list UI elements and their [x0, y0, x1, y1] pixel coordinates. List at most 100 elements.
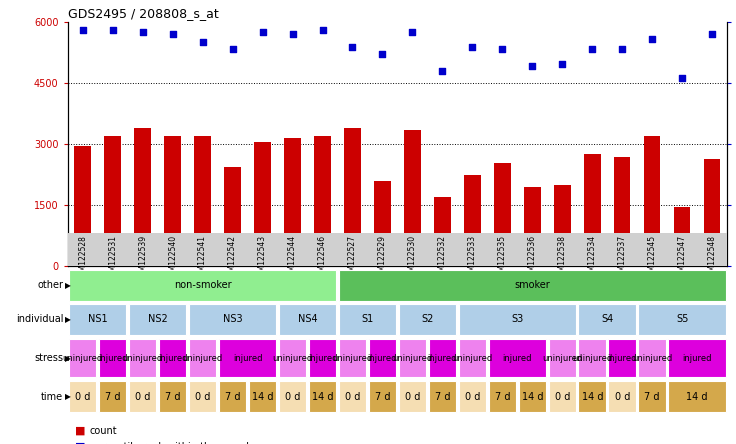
Text: GSM122536: GSM122536 [528, 235, 537, 281]
Text: 0 d: 0 d [75, 392, 91, 402]
Bar [194, 136, 210, 266]
Text: 14 d: 14 d [687, 392, 708, 402]
Bar [255, 142, 271, 266]
Text: individual: individual [15, 314, 63, 325]
Point [286, 31, 298, 38]
Text: 0 d: 0 d [464, 392, 480, 402]
Text: GSM122546: GSM122546 [318, 235, 327, 281]
Text: S1: S1 [361, 314, 374, 325]
Text: uninjured: uninjured [632, 353, 673, 363]
Text: uninjured: uninjured [63, 353, 103, 363]
Text: NS2: NS2 [148, 314, 168, 325]
Text: 7 d: 7 d [165, 392, 180, 402]
Text: smoker: smoker [514, 280, 551, 290]
Text: GSM122543: GSM122543 [258, 235, 267, 281]
Text: 14 d: 14 d [581, 392, 603, 402]
Point [347, 43, 358, 50]
Bar [459, 339, 486, 377]
Text: GSM122539: GSM122539 [138, 235, 147, 281]
Text: uninjured: uninjured [392, 353, 433, 363]
Bar [609, 339, 636, 377]
Bar [374, 181, 391, 266]
Text: 0 d: 0 d [285, 392, 300, 402]
Bar [135, 128, 151, 266]
Point [227, 46, 238, 53]
Text: time: time [41, 392, 63, 402]
Point [646, 36, 658, 43]
Text: 7 d: 7 d [105, 392, 121, 402]
Text: other: other [38, 280, 63, 290]
Bar [339, 270, 726, 301]
Bar [279, 339, 306, 377]
Point [137, 28, 149, 36]
Bar [369, 339, 396, 377]
Text: GSM122538: GSM122538 [558, 235, 567, 281]
Bar [584, 155, 601, 266]
Bar [644, 136, 660, 266]
Text: ▶: ▶ [65, 392, 71, 401]
Text: count: count [90, 426, 118, 436]
Text: injured: injured [233, 353, 262, 363]
Text: GSM122540: GSM122540 [168, 235, 177, 281]
Bar [548, 339, 576, 377]
Bar [129, 339, 157, 377]
Bar [69, 339, 96, 377]
Bar [308, 381, 336, 412]
Bar [339, 304, 396, 335]
Point [526, 63, 538, 70]
Text: injured: injured [607, 353, 637, 363]
Text: 14 d: 14 d [312, 392, 333, 402]
Point [616, 46, 628, 53]
Bar [668, 381, 726, 412]
Text: GSM122537: GSM122537 [618, 235, 627, 281]
Text: 14 d: 14 d [522, 392, 543, 402]
Text: ▶: ▶ [65, 281, 71, 290]
Bar [159, 381, 186, 412]
Bar [308, 339, 336, 377]
Text: injured: injured [98, 353, 127, 363]
Bar [164, 136, 181, 266]
Text: GSM122541: GSM122541 [198, 235, 207, 281]
Point [436, 67, 448, 75]
Bar [548, 381, 576, 412]
Bar [399, 304, 456, 335]
Text: non-smoker: non-smoker [174, 280, 231, 290]
Text: S5: S5 [676, 314, 688, 325]
Text: GSM122544: GSM122544 [288, 235, 297, 281]
Text: GSM122547: GSM122547 [678, 235, 687, 281]
Bar [399, 339, 426, 377]
Text: 0 d: 0 d [344, 392, 360, 402]
Text: injured: injured [682, 353, 712, 363]
Bar [459, 304, 576, 335]
Bar [189, 339, 216, 377]
Text: 0 d: 0 d [555, 392, 570, 402]
Text: GSM122531: GSM122531 [108, 235, 117, 281]
Bar [159, 339, 186, 377]
Bar [489, 339, 546, 377]
Bar [339, 339, 367, 377]
Bar [404, 130, 421, 266]
Bar [249, 381, 276, 412]
Bar [578, 339, 606, 377]
Bar [554, 185, 570, 266]
Bar [609, 381, 636, 412]
Bar [704, 159, 721, 266]
Bar [105, 136, 121, 266]
Point [257, 28, 269, 36]
Text: ▶: ▶ [65, 315, 71, 324]
Text: GSM122534: GSM122534 [588, 235, 597, 281]
Text: injured: injured [308, 353, 337, 363]
Bar [614, 157, 631, 266]
Text: NS4: NS4 [297, 314, 317, 325]
Text: ▶: ▶ [65, 353, 71, 363]
Text: uninjured: uninjured [272, 353, 313, 363]
Bar [314, 136, 330, 266]
Text: NS3: NS3 [223, 314, 242, 325]
Text: 7 d: 7 d [435, 392, 450, 402]
Bar [369, 381, 396, 412]
Bar [668, 339, 726, 377]
Text: uninjured: uninjured [183, 353, 223, 363]
Text: 0 d: 0 d [405, 392, 420, 402]
Point [467, 43, 478, 50]
Bar [129, 381, 157, 412]
